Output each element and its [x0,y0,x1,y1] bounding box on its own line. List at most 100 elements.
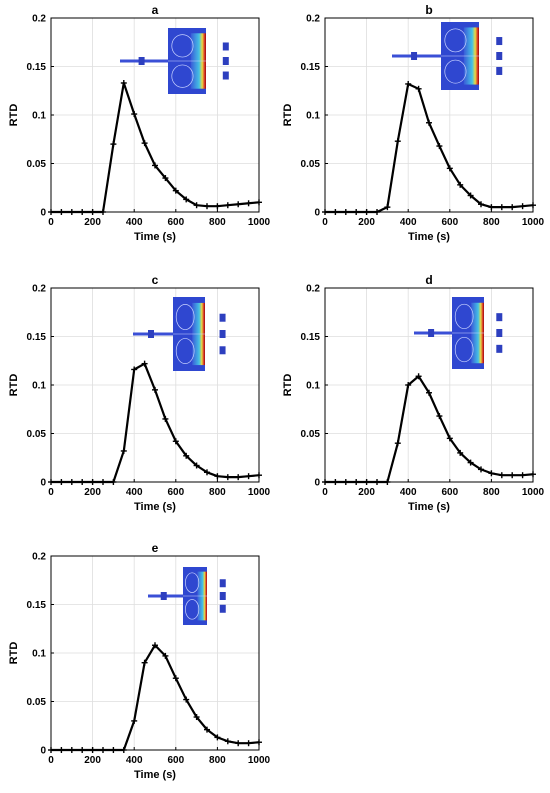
data-point [519,472,526,479]
panel-title: e [152,541,159,555]
data-point [394,440,401,447]
data-point [384,479,391,485]
data-point [256,199,262,206]
x-tick-label: 800 [483,217,500,228]
x-tick-label: 1000 [248,217,271,228]
data-point [100,747,106,753]
x-tick-label: 0 [48,755,54,766]
data-point [68,209,75,215]
inset-inlet-flange [411,52,418,60]
data-point [353,209,360,215]
data-point [204,726,210,733]
y-tick-label: 0 [40,208,46,219]
data-point [58,479,65,485]
data-point [110,747,117,753]
data-point [342,479,349,485]
inset-inlet-flange [138,57,145,65]
x-axis-label: Time (s) [408,501,450,513]
data-point [68,747,75,753]
x-tick-label: 0 [322,487,328,498]
inset-vortex [444,59,467,84]
data-point [58,209,65,215]
x-tick-label: 600 [441,217,458,228]
inset-outlet-flange [496,52,503,60]
y-tick-label: 0.1 [306,111,320,122]
x-tick-label: 200 [84,755,101,766]
inset-outlet-flange [219,604,226,613]
x-tick-label: 400 [126,217,143,228]
x-tick-label: 400 [126,755,143,766]
data-point [363,209,370,215]
y-axis-label: RTD [282,374,294,397]
inset-vortex [454,303,474,330]
x-tick-label: 600 [167,217,184,228]
data-point [256,472,262,479]
data-point [332,479,339,485]
y-tick-label: 0.05 [301,429,321,440]
inset-inlet-flange [148,330,154,338]
data-point [193,202,200,209]
inset-vortex [171,64,194,88]
y-tick-label: 0.05 [301,159,321,170]
data-point [214,734,221,741]
data-point [48,747,54,753]
y-tick-label: 0.1 [306,381,320,392]
data-point [342,209,349,215]
data-point [415,373,422,380]
inset-inlet-flange [428,329,435,337]
y-tick-label: 0.2 [306,14,320,25]
y-tick-label: 0 [314,208,320,219]
inset-vortex [454,336,474,363]
x-tick-label: 200 [358,217,375,228]
data-point [498,204,505,211]
x-tick-label: 1000 [522,217,545,228]
data-point [256,739,262,746]
data-point [415,85,422,92]
data-point [162,175,169,182]
data-point [446,435,453,442]
data-point [446,165,453,172]
inset-outlet-flange [219,592,226,600]
y-tick-label: 0.1 [32,111,46,122]
y-axis-label: RTD [8,642,20,665]
y-axis-label: RTD [8,104,20,127]
data-point [152,386,158,393]
data-point [457,181,464,188]
data-point [374,209,380,215]
chart-panel-e: 0 200 400 600 800 1000 0 0.05 0.1 0.15 0.2 e Time (s… [8,541,271,781]
data-point [141,360,148,367]
x-axis-label: Time (s) [408,231,450,243]
data-point [214,473,221,480]
data-point [79,209,86,215]
x-tick-label: 200 [84,217,101,228]
y-tick-label: 0.2 [32,14,46,25]
inset-inlet-flange [160,592,167,600]
inset-vortex [185,572,200,593]
x-tick-label: 400 [126,487,143,498]
inset-outlet-flange [496,344,503,353]
data-point [162,652,169,659]
inset-vortex [444,28,467,53]
data-point [79,479,86,485]
data-point [322,479,328,485]
data-point [488,470,495,477]
data-point [89,209,96,215]
y-tick-label: 0.05 [27,429,47,440]
x-tick-label: 800 [483,487,500,498]
data-point [152,642,158,649]
reactor-inset-d [414,297,518,369]
y-tick-label: 0.05 [27,697,47,708]
y-tick-label: 0.2 [32,284,46,295]
data-point [120,79,127,86]
inset-outlet-flange [219,346,226,355]
data-point [214,203,221,210]
data-point [100,209,106,215]
data-point [120,747,127,753]
x-tick-label: 800 [209,755,226,766]
y-tick-label: 0 [40,478,46,489]
x-tick-label: 600 [167,487,184,498]
data-point [89,747,96,753]
panel-title: d [425,273,432,287]
x-tick-label: 0 [48,487,54,498]
